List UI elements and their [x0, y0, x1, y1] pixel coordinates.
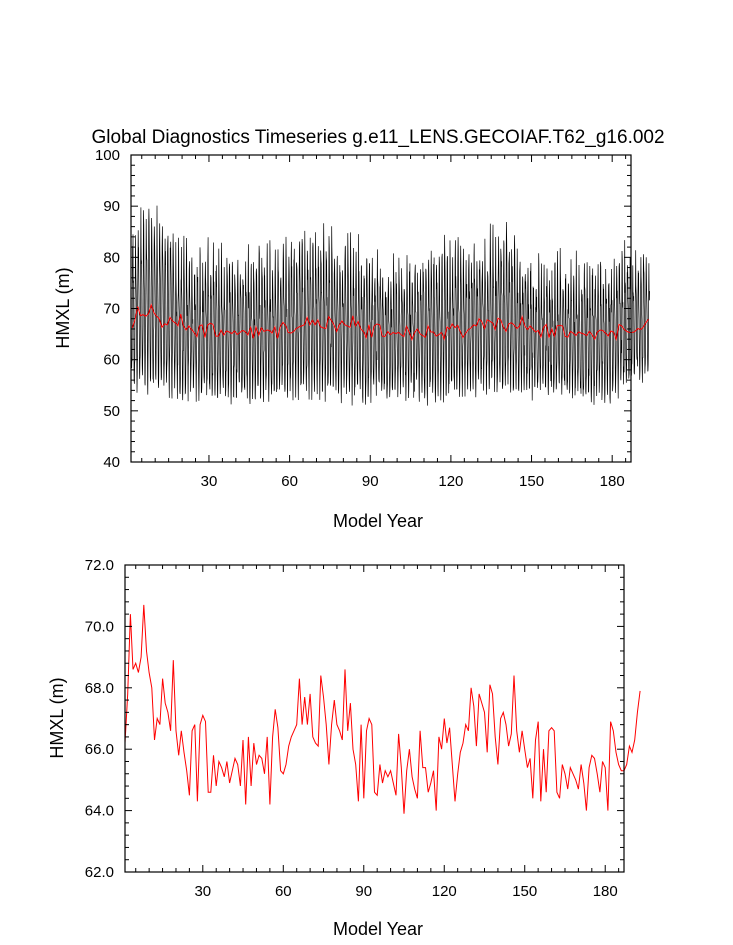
plot-area-top [130, 205, 650, 406]
annual-series-line-top [131, 303, 649, 342]
y-tick-label: 72.0 [85, 557, 114, 574]
x-tick-label: 60 [281, 473, 298, 490]
x-tick-label: 120 [438, 473, 463, 490]
y-tick-label: 40 [103, 454, 120, 471]
y-tick-label: 66.0 [85, 741, 114, 758]
chart-title: Global Diagnostics Timeseries g.e11_LENS… [91, 127, 664, 148]
x-tick-label: 60 [275, 883, 292, 900]
x-axis-label-bottom: Model Year [333, 919, 423, 939]
y-tick-label: 70.0 [85, 618, 114, 635]
x-axis-label-top: Model Year [333, 511, 423, 531]
plot-area-bottom [124, 604, 641, 814]
monthly-annual-panel: 30 60 90 120 150 180 40 50 60 70 80 90 100 Model Yea… [53, 147, 650, 531]
y-axis-label-bottom: HMXL (m) [47, 677, 67, 758]
monthly-series-line [130, 205, 650, 406]
y-tick-label: 100 [95, 147, 120, 164]
y-tick-label: 70 [103, 301, 120, 318]
x-tick-label: 120 [432, 883, 457, 900]
y-tick-label: 90 [103, 198, 120, 215]
axes-frame [124, 564, 625, 873]
x-tick-label: 30 [194, 883, 211, 900]
axes-bottom: 30 60 90 120 150 180 62.0 64.0 66.0 68.0 70.0 72.0 [85, 557, 625, 900]
x-tick-label: 180 [600, 473, 625, 490]
x-tick-label: 90 [355, 883, 372, 900]
annual-series-line-bottom [124, 604, 641, 814]
y-tick-label: 80 [103, 249, 120, 266]
x-tick-label: 90 [362, 473, 379, 490]
x-tick-label: 150 [519, 473, 544, 490]
y-tick-label: 68.0 [85, 680, 114, 697]
annual-mean-panel: 30 60 90 120 150 18062.064.066.068.070.072.0 … [47, 557, 641, 939]
y-tick-label: 62.0 [85, 864, 114, 881]
y-axis-label-top: HMXL (m) [53, 267, 73, 348]
x-tick-label: 30 [201, 473, 218, 490]
x-tick-label: 150 [512, 883, 537, 900]
x-tick-label: 180 [593, 883, 618, 900]
y-tick-label: 50 [103, 403, 120, 420]
y-tick-label: 60 [103, 352, 120, 369]
y-tick-label: 64.0 [85, 803, 114, 820]
axes-top: 30 60 90 120 150 180 40 50 60 70 80 90 100 [95, 147, 632, 490]
